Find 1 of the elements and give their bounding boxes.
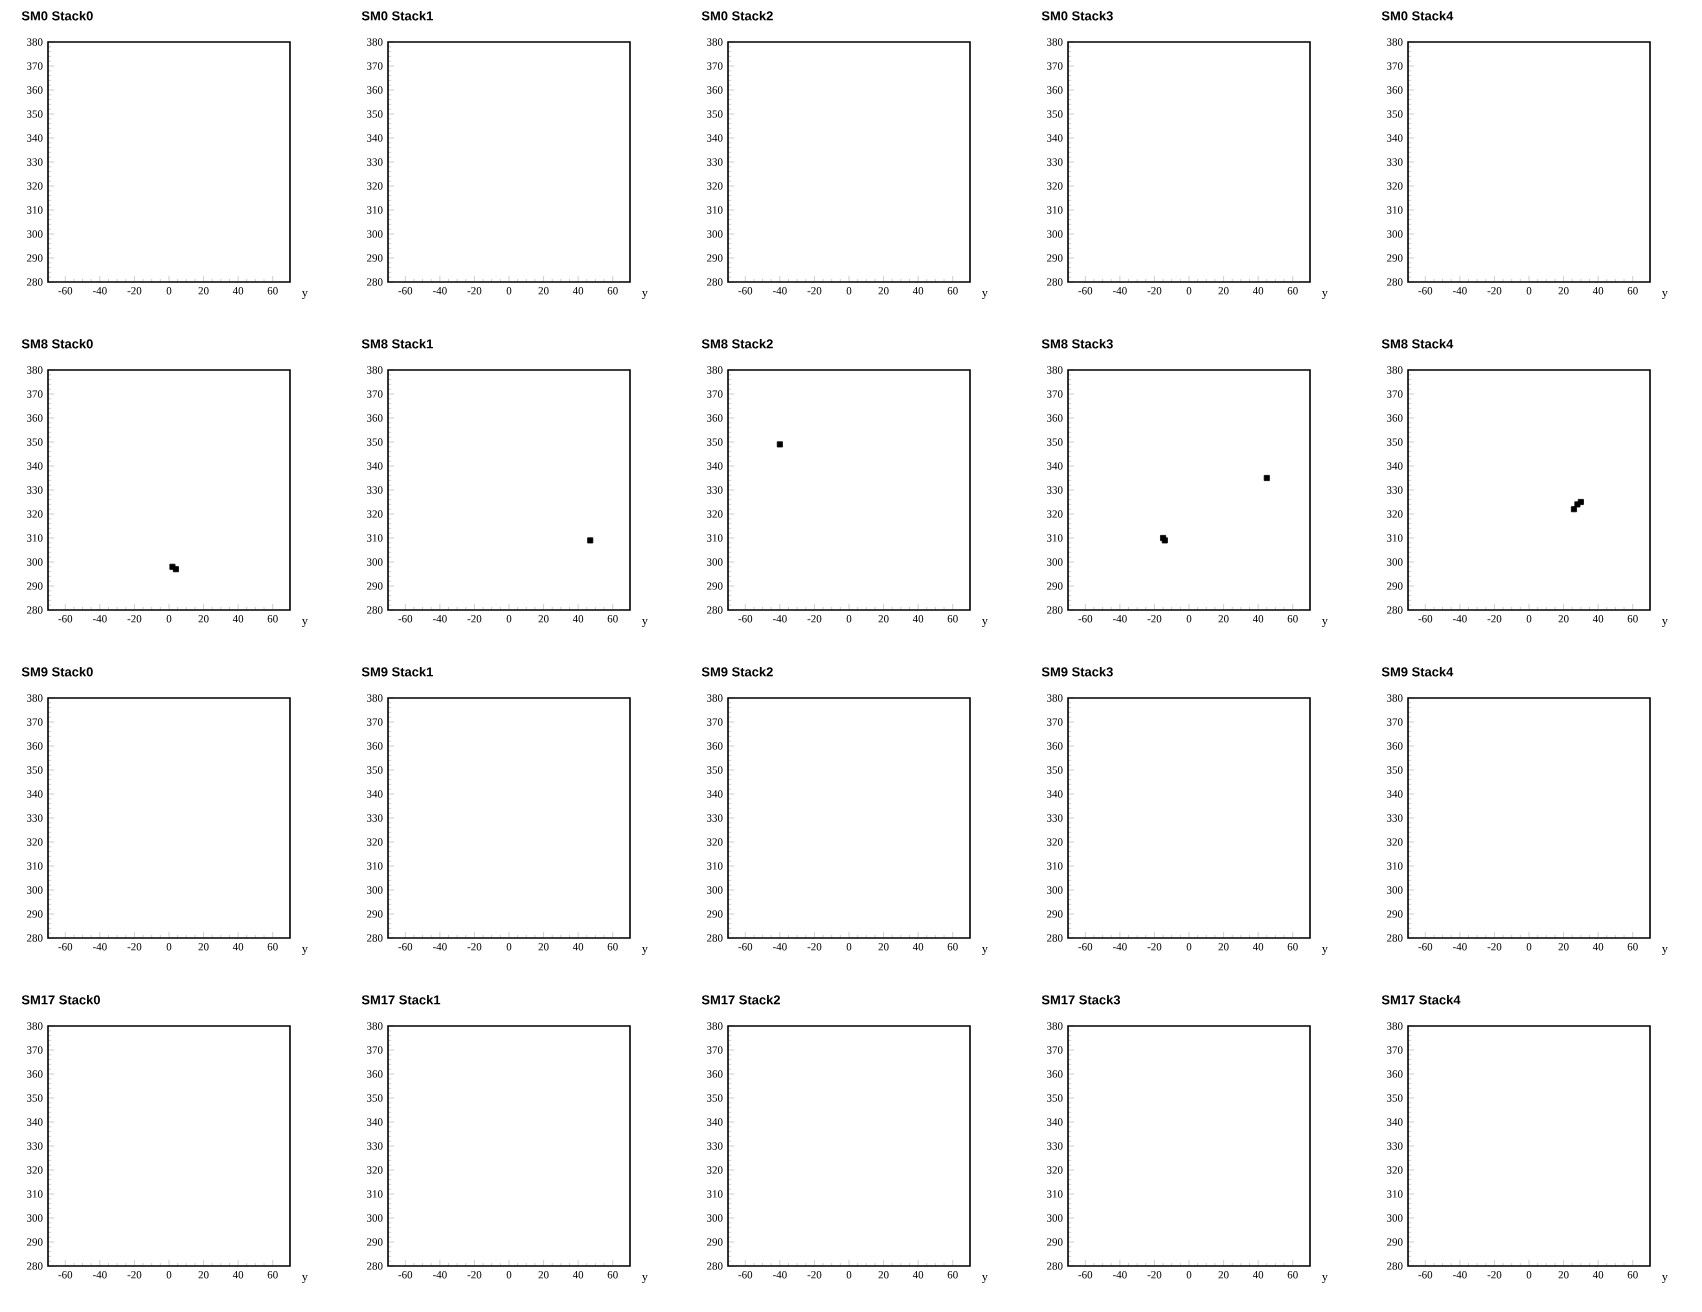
point	[1263, 474, 1270, 481]
